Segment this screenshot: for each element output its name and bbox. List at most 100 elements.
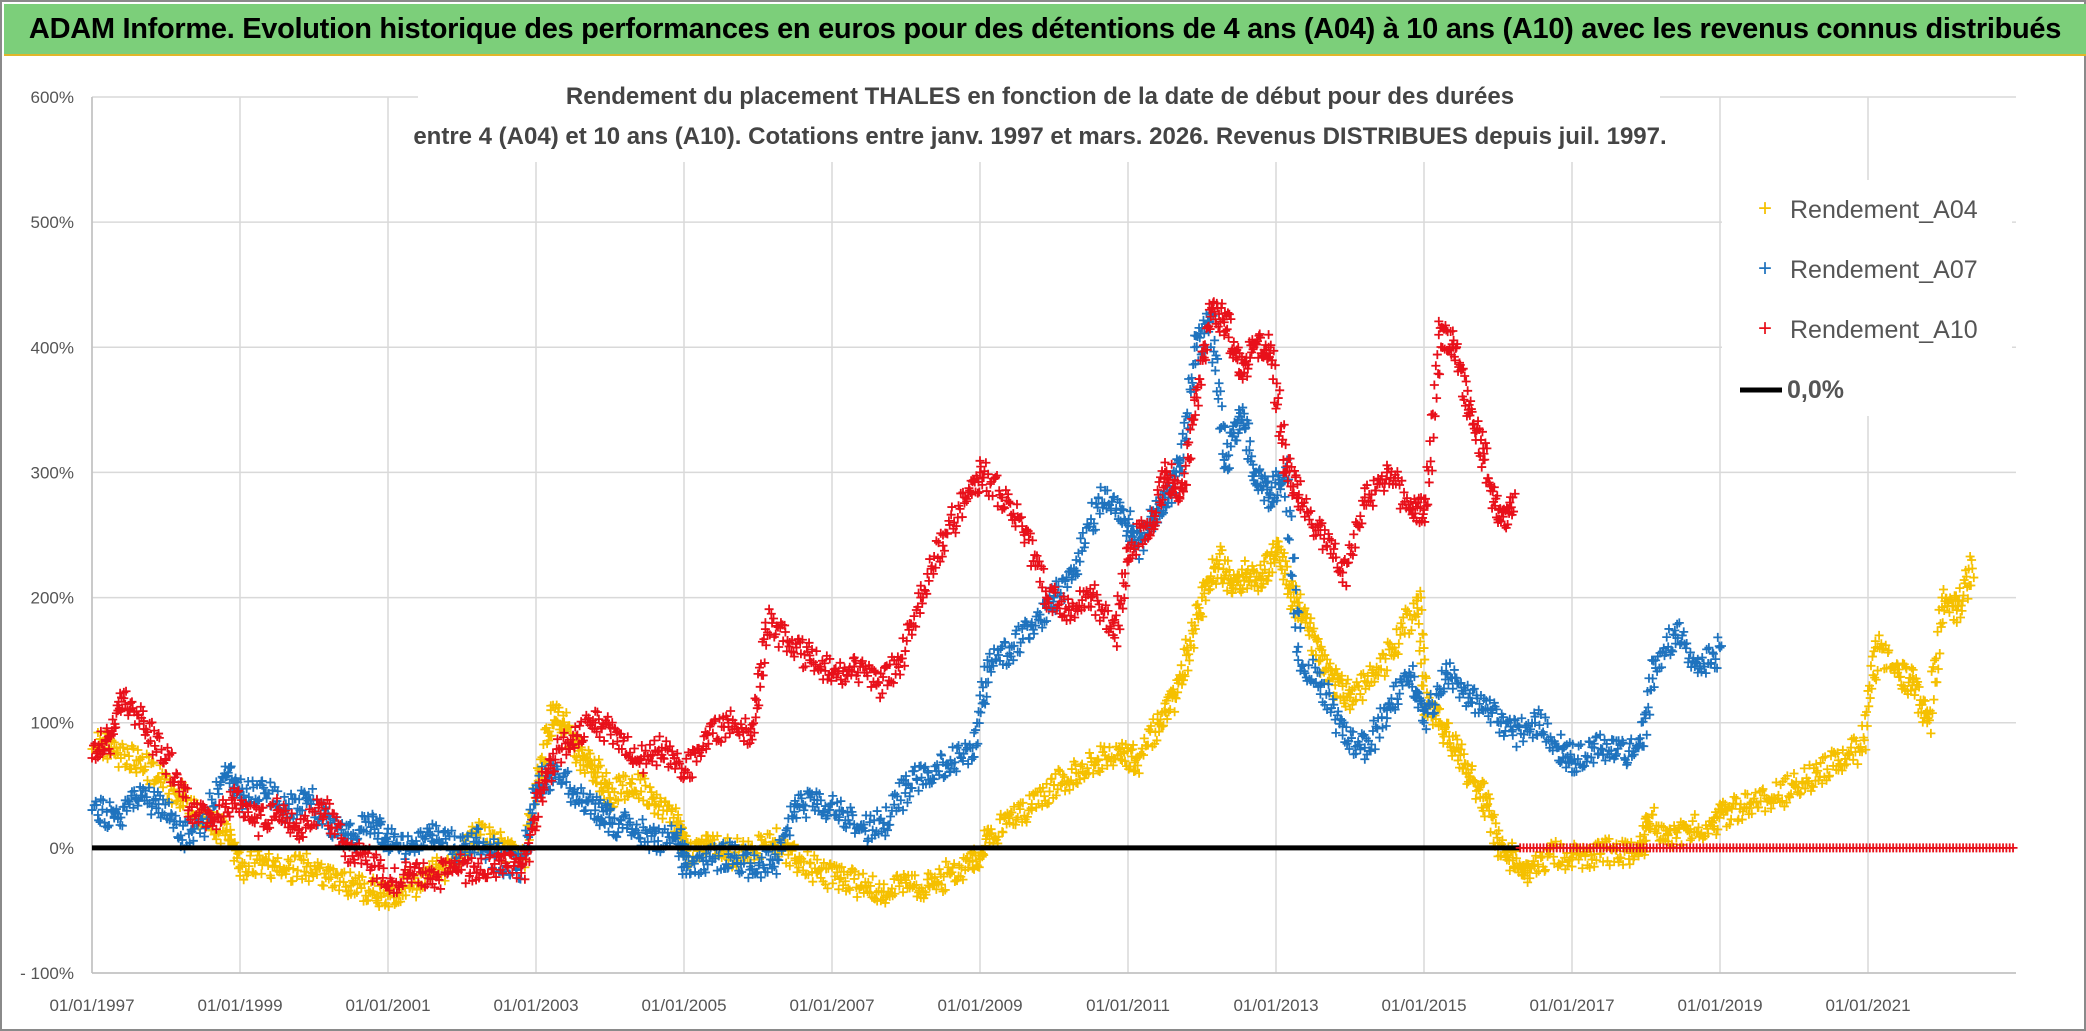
point-a07 bbox=[1657, 662, 1667, 672]
point-a04 bbox=[1745, 803, 1755, 813]
point-a04 bbox=[785, 861, 795, 871]
point-a04 bbox=[140, 762, 150, 772]
point-a04 bbox=[239, 875, 249, 885]
point-a04 bbox=[1492, 829, 1502, 839]
point-a04 bbox=[1536, 853, 1546, 863]
point-a04 bbox=[1771, 777, 1781, 787]
point-a10 bbox=[774, 642, 784, 652]
point-a04 bbox=[601, 768, 611, 778]
point-a04 bbox=[854, 870, 864, 880]
point-a04 bbox=[1152, 735, 1162, 745]
point-a04 bbox=[645, 782, 655, 792]
point-a04 bbox=[1223, 556, 1233, 566]
point-a04 bbox=[266, 873, 276, 883]
point-a04 bbox=[602, 779, 612, 789]
point-a10 bbox=[764, 604, 774, 614]
point-a04 bbox=[1742, 789, 1752, 799]
point-a07 bbox=[826, 799, 836, 809]
point-a04 bbox=[1139, 733, 1149, 743]
point-a10 bbox=[1035, 577, 1045, 587]
point-a04 bbox=[1816, 758, 1826, 768]
y-tick-label: 100% bbox=[31, 714, 74, 733]
point-a04 bbox=[1453, 755, 1463, 765]
point-a04 bbox=[901, 875, 911, 885]
point-a04 bbox=[770, 837, 780, 847]
point-a04 bbox=[910, 870, 920, 880]
point-a10 bbox=[390, 863, 400, 873]
point-a04 bbox=[1694, 822, 1704, 832]
point-a04 bbox=[312, 869, 322, 879]
point-a04 bbox=[1018, 798, 1028, 808]
point-a04 bbox=[937, 880, 947, 890]
point-a04 bbox=[264, 849, 274, 859]
point-a07 bbox=[1037, 623, 1047, 633]
point-a04 bbox=[302, 849, 312, 859]
point-a04 bbox=[138, 766, 148, 776]
point-a04 bbox=[1718, 797, 1728, 807]
point-a04 bbox=[1415, 637, 1425, 647]
point-a04 bbox=[1077, 759, 1087, 769]
point-a04 bbox=[1818, 753, 1828, 763]
point-a07 bbox=[1286, 570, 1296, 580]
point-a07 bbox=[1697, 653, 1707, 663]
point-a04 bbox=[553, 707, 563, 717]
point-a04 bbox=[593, 762, 603, 772]
point-a04 bbox=[293, 865, 303, 875]
point-a04 bbox=[129, 761, 139, 771]
point-a04 bbox=[285, 857, 295, 867]
point-a04 bbox=[1421, 673, 1431, 683]
point-a07 bbox=[1284, 535, 1294, 545]
point-a07 bbox=[87, 805, 97, 815]
point-a04 bbox=[972, 860, 982, 870]
point-a04 bbox=[124, 751, 134, 761]
point-a04 bbox=[1215, 549, 1225, 559]
point-a10 bbox=[145, 736, 155, 746]
point-a04 bbox=[1813, 766, 1823, 776]
point-a04 bbox=[1280, 569, 1290, 579]
point-a04 bbox=[1793, 783, 1803, 793]
point-a04 bbox=[1343, 675, 1353, 685]
point-a04 bbox=[1483, 799, 1493, 809]
point-a04 bbox=[1589, 862, 1599, 872]
point-a04 bbox=[1335, 674, 1345, 684]
point-a04 bbox=[1777, 796, 1787, 806]
point-a04 bbox=[949, 859, 959, 869]
point-a04 bbox=[1766, 803, 1776, 813]
point-a07 bbox=[937, 750, 947, 760]
point-a04 bbox=[1270, 558, 1280, 568]
point-a07 bbox=[783, 823, 793, 833]
point-a07 bbox=[1293, 642, 1303, 652]
point-a10 bbox=[854, 677, 864, 687]
point-a07 bbox=[1348, 727, 1358, 737]
point-a10 bbox=[592, 707, 602, 717]
point-a04 bbox=[1785, 792, 1795, 802]
point-a04 bbox=[383, 890, 393, 900]
point-a04 bbox=[1282, 562, 1292, 572]
point-a04 bbox=[1139, 750, 1149, 760]
point-a04 bbox=[1842, 759, 1852, 769]
point-a04 bbox=[930, 872, 940, 882]
point-a07 bbox=[1517, 713, 1527, 723]
point-a04 bbox=[1419, 643, 1429, 653]
point-a07 bbox=[985, 649, 995, 659]
point-a04 bbox=[1406, 625, 1416, 635]
point-a07 bbox=[1224, 450, 1234, 460]
point-a07 bbox=[1015, 647, 1025, 657]
point-a04 bbox=[225, 835, 235, 845]
point-a04 bbox=[330, 881, 340, 891]
point-a10 bbox=[835, 658, 845, 668]
x-tick-label: 01/01/2001 bbox=[345, 996, 430, 1015]
point-a07 bbox=[1080, 538, 1090, 548]
point-a07 bbox=[1290, 553, 1299, 563]
point-a10 bbox=[1086, 602, 1096, 612]
point-a04 bbox=[1392, 624, 1402, 634]
point-a04 bbox=[633, 769, 643, 779]
point-a04 bbox=[592, 778, 602, 788]
point-a10 bbox=[154, 733, 164, 743]
point-a07 bbox=[293, 804, 303, 814]
point-a04 bbox=[732, 833, 742, 843]
y-tick-label: 600% bbox=[31, 88, 74, 107]
point-a04 bbox=[118, 743, 128, 753]
point-a04 bbox=[772, 823, 781, 833]
point-a04 bbox=[1159, 720, 1169, 730]
